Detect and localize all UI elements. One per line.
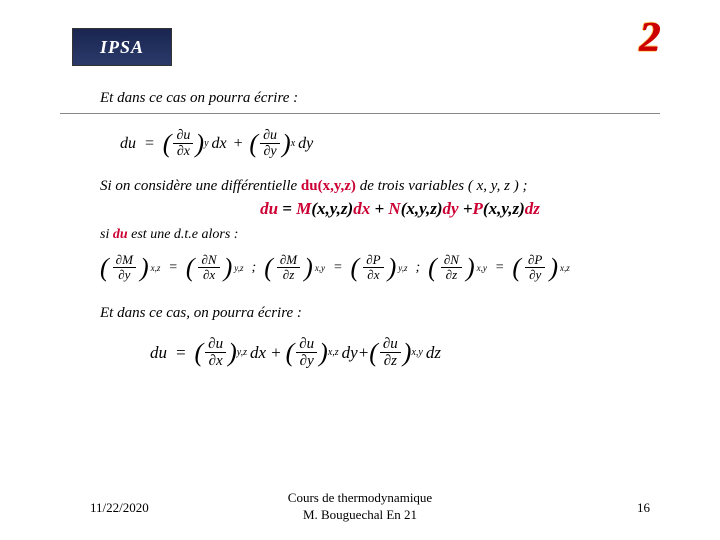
divider bbox=[60, 113, 660, 114]
eq1-lhs: du bbox=[120, 135, 136, 153]
footer-page-number: 16 bbox=[637, 500, 650, 516]
lparen: ( bbox=[163, 129, 172, 159]
rparen: ) bbox=[195, 129, 204, 159]
equation-du-mnp: du = M(x,y,z)dx + N(x,y,z)dy +P(x,y,z)dz bbox=[140, 199, 660, 219]
text-differential-3vars: Si on considère une différentielle du(x,… bbox=[100, 178, 660, 195]
slide-content: Et dans ce cas on pourra écrire : du = (… bbox=[60, 90, 660, 370]
text-intro-1: Et dans ce cas on pourra écrire : bbox=[100, 90, 660, 107]
logo-text: IPSA bbox=[100, 37, 144, 58]
sub-x: x bbox=[291, 138, 295, 149]
ipsa-logo: IPSA bbox=[72, 28, 172, 66]
dx: dx bbox=[212, 135, 227, 153]
text-intro-2: Et dans ce cas, on pourra écrire : bbox=[100, 305, 660, 322]
frac-du-dy: ∂u ∂y bbox=[260, 128, 280, 160]
equation-schwarz-conditions: ( ∂M∂y )x,z = ( ∂N∂x )y,z ; ( ∂M∂z )x,y … bbox=[100, 253, 660, 283]
equation-du-2vars: du = ( ∂u ∂x ) y dx + ( ∂u ∂y ) x dy bbox=[120, 128, 660, 160]
dy: dy bbox=[298, 135, 313, 153]
footer-course-title: Cours de thermodynamique M. Bouguechal E… bbox=[0, 490, 720, 524]
plus: + bbox=[233, 135, 244, 153]
slide-number: 2 bbox=[639, 14, 660, 62]
rparen2: ) bbox=[282, 129, 291, 159]
lparen2: ( bbox=[249, 129, 258, 159]
sub-y: y bbox=[204, 138, 208, 149]
frac-du-dx: ∂u ∂x bbox=[173, 128, 193, 160]
text-dte-condition: si du est une d.t.e alors : bbox=[100, 227, 660, 243]
equation-du-3vars: du = ( ∂u∂x )y,z dx + ( ∂u∂y )x,z dy + (… bbox=[150, 336, 660, 370]
eq1-equals: = bbox=[144, 135, 155, 153]
